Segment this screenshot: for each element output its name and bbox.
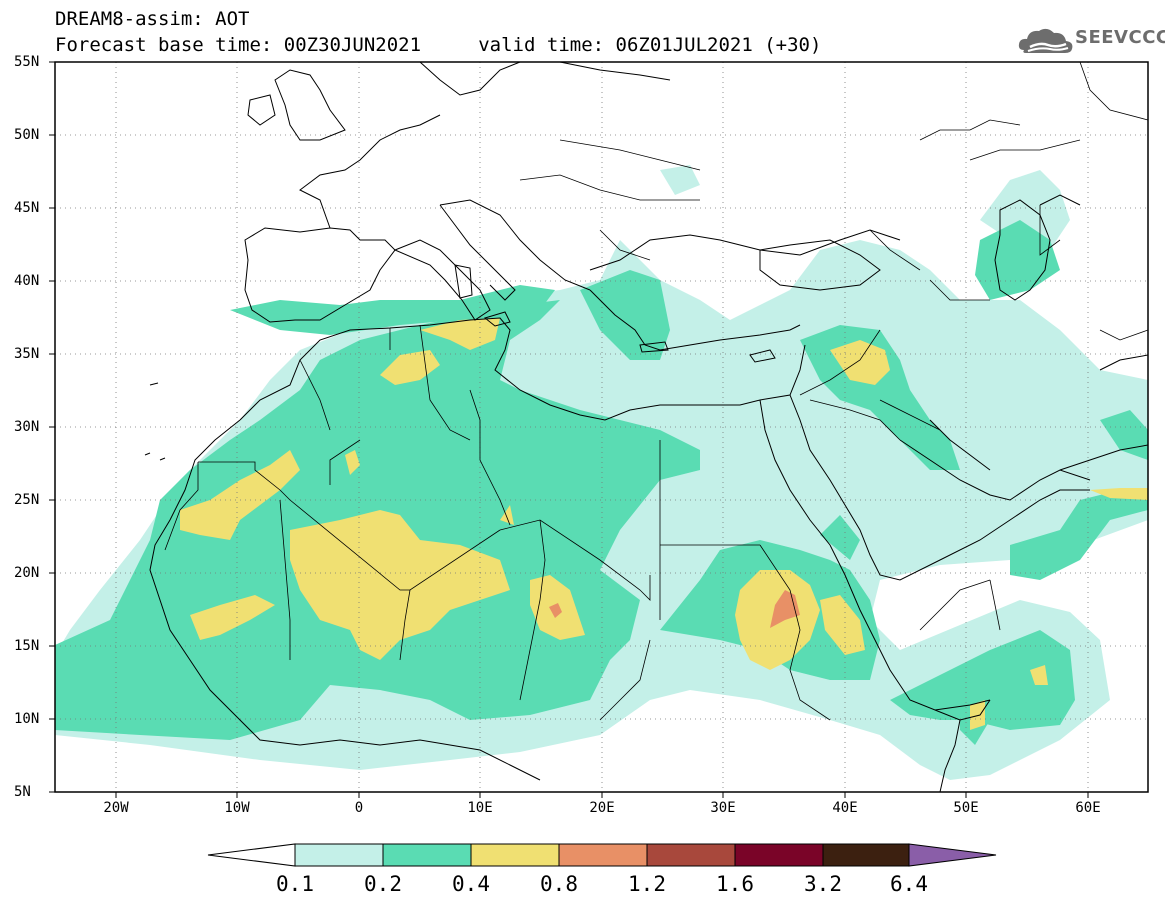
- lon-label: 10E: [467, 800, 493, 816]
- colorbar-label: 0.4: [452, 872, 490, 896]
- lat-label: 50N: [14, 127, 40, 143]
- lon-label: 0: [354, 800, 364, 816]
- colorbar-label: 1.2: [628, 872, 666, 896]
- coastlines: [144, 62, 1148, 792]
- ticks: [49, 61, 1089, 798]
- lat-label: 45N: [14, 200, 40, 216]
- logo-text: SEEVCCC: [1075, 27, 1165, 48]
- lat-label: 10N: [14, 711, 40, 727]
- lon-label: 40E: [832, 800, 858, 816]
- lat-label: 40N: [14, 273, 40, 289]
- lat-label: 35N: [14, 346, 40, 362]
- colorbar-label: 0.8: [540, 872, 578, 896]
- colorbar-label: 0.2: [364, 872, 402, 896]
- lat-label: 25N: [14, 492, 40, 508]
- lon-label: 10W: [224, 800, 250, 816]
- lon-label: 30E: [710, 800, 736, 816]
- cloud-logo-icon: [1018, 28, 1073, 53]
- lat-label: 15N: [14, 638, 40, 654]
- lon-label: 20E: [589, 800, 615, 816]
- lon-label: 20W: [103, 800, 129, 816]
- colorbar-label: 3.2: [804, 872, 842, 896]
- colorbar-label: 6.4: [890, 872, 928, 896]
- map-title: DREAM8-assim: AOT: [55, 8, 250, 30]
- lat-label: 30N: [14, 419, 40, 435]
- colorbar-label: 0.1: [276, 872, 314, 896]
- lon-label: 60E: [1075, 800, 1101, 816]
- borders: [164, 62, 1148, 721]
- lon-label: 50E: [953, 800, 979, 816]
- lat-label: 5N: [14, 784, 31, 800]
- lat-label: 55N: [14, 54, 40, 70]
- lat-label: 20N: [14, 565, 40, 581]
- colorbar-label: 1.6: [716, 872, 754, 896]
- forecast-time-line: Forecast base time: 00Z30JUN2021 valid t…: [55, 34, 822, 56]
